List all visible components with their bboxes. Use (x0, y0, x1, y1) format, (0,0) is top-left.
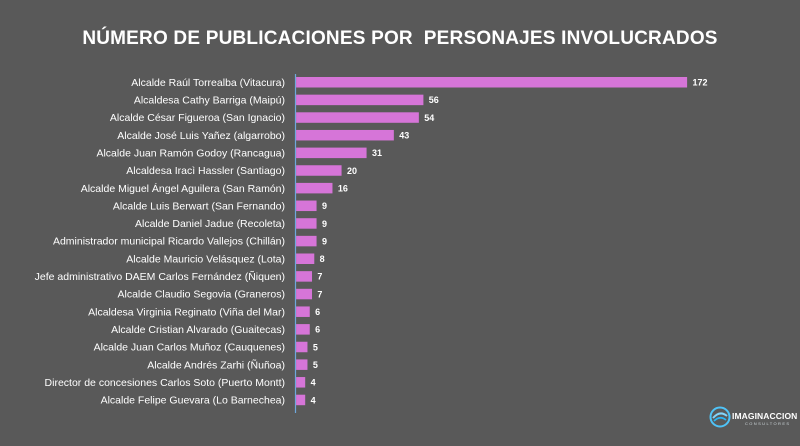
bar (296, 377, 306, 388)
category-label: Alcalde Raúl Torrealba (Vitacura) (131, 77, 285, 89)
logo-text: IMAGINACCION (732, 411, 798, 421)
category-label: Alcaldesa Virginia Reginato (Viña del Ma… (88, 306, 285, 318)
value-label: 54 (424, 113, 434, 123)
category-label: Alcaldesa Iracì Hassler (Santiago) (126, 165, 285, 177)
value-label: 7 (317, 272, 322, 282)
value-label: 31 (372, 148, 382, 158)
category-label: Alcalde Daniel Jadue (Recoleta) (135, 218, 285, 230)
bar (296, 271, 313, 282)
bar (296, 341, 308, 353)
bar (296, 253, 315, 264)
value-label: 4 (311, 378, 316, 388)
category-label: Alcalde Luis Berwart (San Fernando) (113, 200, 285, 212)
bar (296, 147, 367, 159)
logo-globe-icon (709, 406, 731, 428)
category-label: Alcaldesa Cathy Barriga (Maipú) (134, 95, 285, 107)
value-label: 56 (429, 95, 439, 105)
category-label: Director de concesiones Carlos Soto (Pue… (45, 377, 285, 389)
value-label: 9 (322, 236, 327, 246)
category-label: Alcalde César Figueroa (San Ignacio) (110, 112, 285, 124)
value-label: 43 (399, 131, 409, 141)
bar (296, 218, 317, 229)
bar (296, 112, 419, 123)
bar (296, 94, 424, 106)
category-label: Alcalde Cristian Alvarado (Guaitecas) (111, 324, 285, 336)
company-logo: IMAGINACCION CONSULTORES (709, 404, 797, 436)
category-label: Alcalde Andrés Zarhi (Ñuñoa) (147, 358, 285, 371)
category-label: Alcalde José Luis Yañez (algarrobo) (117, 130, 285, 142)
bar (296, 200, 317, 212)
value-label: 9 (322, 201, 327, 211)
bar (296, 165, 342, 176)
category-label: Administrador municipal Ricardo Vallejos… (53, 236, 285, 248)
value-label: 7 (317, 289, 322, 299)
category-label: Alcalde Miguel Ángel Aguilera (San Ramón… (81, 182, 285, 195)
value-label: 9 (322, 219, 327, 229)
bar (296, 182, 333, 194)
value-label: 4 (311, 395, 316, 405)
category-label: Alcalde Claudio Segovia (Graneros) (117, 289, 285, 301)
value-label: 6 (315, 325, 320, 335)
bar (296, 359, 308, 370)
value-label: 5 (313, 342, 318, 352)
bar (296, 77, 688, 88)
value-label: 8 (320, 254, 325, 264)
chart-title: NÚMERO DE PUBLICACIONES POR PERSONAJES I… (82, 28, 718, 49)
bar (296, 324, 310, 335)
bar (296, 129, 394, 141)
value-label: 6 (315, 307, 320, 317)
bar (296, 288, 313, 300)
logo-subtext: CONSULTORES (745, 421, 791, 426)
value-label: 20 (347, 166, 357, 176)
bar (296, 394, 306, 406)
category-label: Jefe administrativo DAEM Carlos Fernánde… (35, 270, 285, 283)
value-label: 172 (693, 78, 708, 88)
value-label: 16 (338, 183, 348, 193)
bar (296, 235, 317, 247)
category-label: Alcalde Felipe Guevara (Lo Barnechea) (101, 395, 285, 407)
value-label: 5 (313, 360, 318, 370)
category-label: Alcalde Juan Carlos Muñoz (Cauquenes) (94, 342, 285, 354)
category-label: Alcalde Juan Ramón Godoy (Rancagua) (96, 147, 285, 159)
bar (296, 306, 310, 317)
category-label: Alcalde Mauricio Velásquez (Lota) (126, 253, 285, 265)
